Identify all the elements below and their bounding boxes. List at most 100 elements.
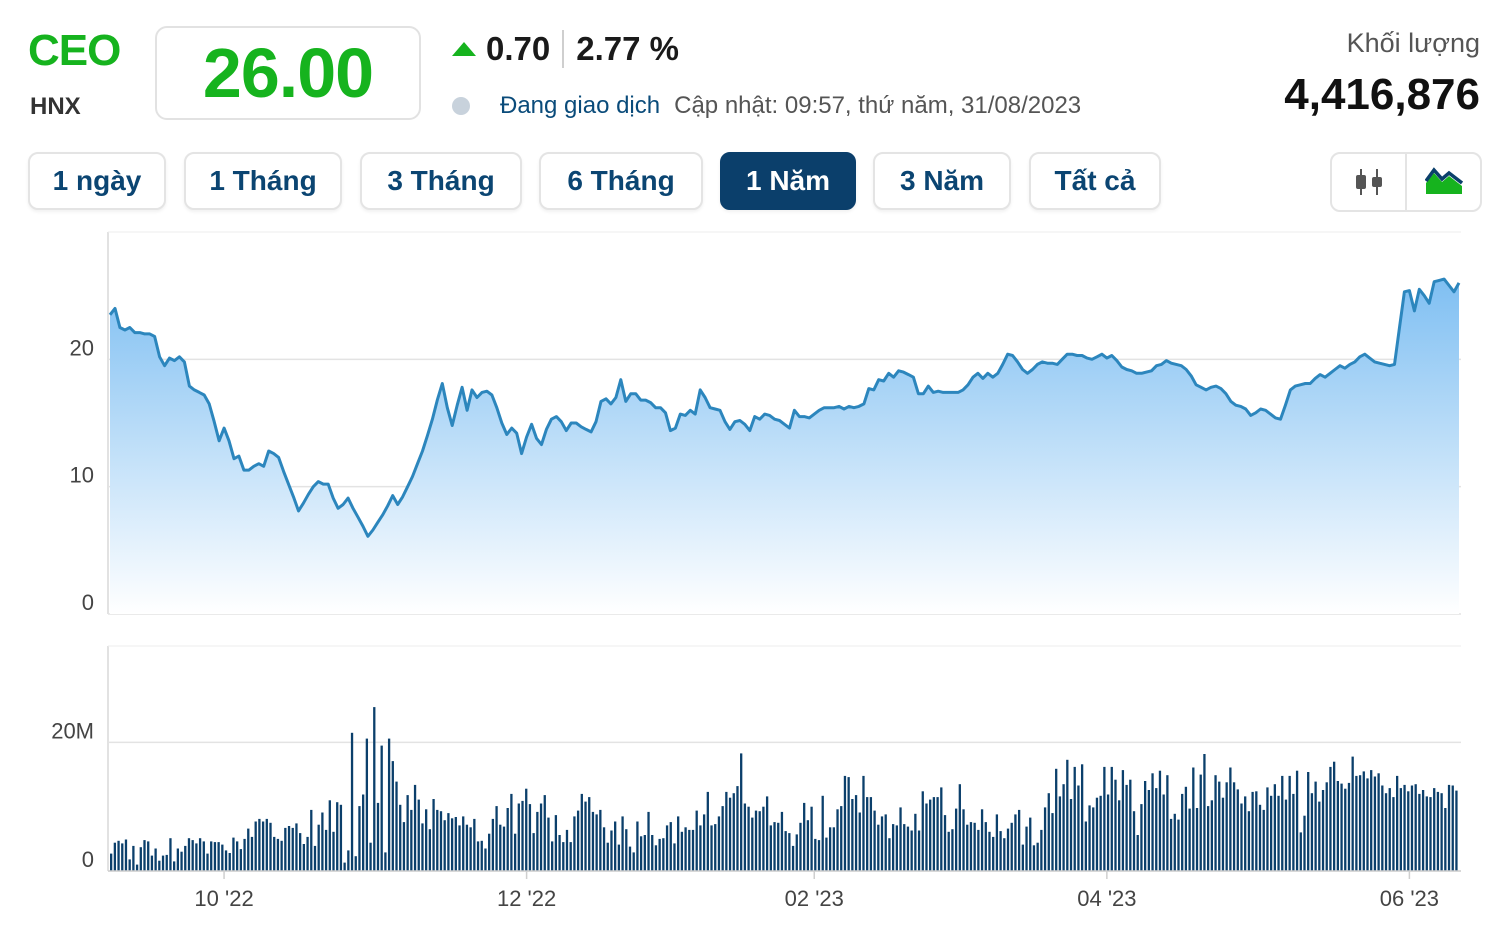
stock-symbol: CEO	[28, 26, 121, 75]
volume-bar	[1199, 774, 1202, 871]
volume-bar	[521, 800, 524, 871]
tab-label: 3 Tháng	[387, 165, 495, 196]
volume-bar	[258, 818, 261, 871]
tab-all[interactable]: Tất cả	[1029, 152, 1161, 210]
volume-bar	[884, 814, 887, 871]
tab-3-months[interactable]: 3 Tháng	[360, 152, 522, 210]
volume-bar	[791, 845, 795, 871]
volume-label: Khối lượng	[1346, 28, 1480, 58]
volume-bar	[1029, 817, 1032, 871]
volume-bar	[1340, 783, 1343, 871]
volume-bar	[143, 840, 146, 871]
candlestick-button[interactable]	[1332, 154, 1405, 210]
volume-bar	[1036, 842, 1039, 871]
volume-bar	[221, 844, 224, 871]
volume-bar	[643, 835, 646, 871]
volume-bar	[599, 809, 602, 871]
volume-bar	[110, 853, 113, 871]
volume-bar	[432, 799, 435, 871]
tab-1-year[interactable]: 1 Năm	[720, 152, 856, 210]
tab-1-month[interactable]: 1 Tháng	[184, 152, 342, 210]
volume-bar	[1155, 788, 1158, 871]
volume-bar	[940, 787, 943, 871]
volume-bar	[699, 825, 702, 871]
volume-bar	[1121, 770, 1125, 871]
volume-bar	[1077, 785, 1080, 871]
tab-3-years[interactable]: 3 Năm	[873, 152, 1011, 210]
volume-bar	[547, 817, 550, 871]
volume-bar	[1451, 785, 1454, 871]
volume-bar	[287, 826, 291, 871]
volume-bar	[669, 822, 672, 871]
volume-bar	[551, 841, 554, 871]
update-time: Cập nhật: 09:57, thứ năm, 31/08/2023	[674, 92, 1082, 119]
volume-bar	[747, 806, 750, 871]
volume-bar	[1403, 784, 1406, 871]
volume-bar	[1307, 772, 1310, 871]
volume-bar	[1377, 773, 1380, 871]
volume-bar	[324, 829, 328, 871]
volume-bar	[688, 829, 691, 871]
volume-bar	[187, 838, 191, 871]
volume-bar	[888, 838, 891, 871]
volume-bar	[706, 791, 709, 871]
volume-bar	[198, 838, 202, 871]
volume-bar	[962, 809, 965, 871]
volume-bar	[1103, 766, 1106, 871]
volume-bar	[903, 824, 906, 871]
volume-bar	[176, 848, 180, 871]
volume-bar	[1344, 788, 1347, 871]
volume-bar	[1332, 761, 1336, 871]
volume-bar	[158, 860, 161, 871]
volume-bar	[691, 829, 695, 871]
volume-bar	[1310, 793, 1314, 871]
volume-bar	[1177, 819, 1180, 871]
volume-bar	[358, 806, 361, 871]
volume-bar	[1288, 775, 1291, 871]
volume-bar	[121, 843, 124, 871]
volume-bar	[1410, 785, 1414, 871]
volume-bar	[1325, 782, 1328, 871]
volume-bar	[1099, 795, 1102, 871]
volume-bar	[1358, 775, 1362, 871]
volume-bar	[917, 830, 921, 871]
area-chart-icon	[1424, 167, 1463, 194]
volume-bar	[580, 793, 583, 871]
volume-bar	[1047, 793, 1050, 871]
volume-bar	[1277, 795, 1280, 871]
volume-bar	[543, 795, 546, 871]
volume-bar	[565, 829, 569, 871]
volume-bar	[647, 811, 650, 871]
volume-bar	[1444, 808, 1447, 871]
volume-bar	[1040, 829, 1043, 871]
volume-bar	[1381, 785, 1384, 871]
volume-bar	[473, 818, 476, 871]
area-chart-button[interactable]	[1405, 154, 1480, 210]
volume-bar	[1210, 800, 1213, 871]
volume-bar	[858, 812, 861, 871]
volume-panel: 0 20M	[51, 645, 1461, 872]
volume-bar	[576, 810, 580, 871]
x-tick-label: 10 '22	[194, 886, 253, 911]
volume-bar	[1314, 781, 1317, 871]
volume-bar	[369, 842, 372, 871]
volume-bar	[784, 831, 787, 871]
volume-bar	[1299, 832, 1302, 871]
volume-bar	[387, 738, 391, 871]
price-area-fill	[110, 279, 1459, 614]
volume-bar	[495, 806, 498, 871]
volume-bar	[1181, 793, 1184, 871]
volume-y-tick-label: 20M	[51, 718, 94, 743]
price-box: 26.00	[155, 26, 421, 120]
tab-6-months[interactable]: 6 Tháng	[539, 152, 703, 210]
volume-bar	[399, 804, 402, 871]
volume-bar	[202, 841, 205, 871]
volume-bar	[447, 813, 450, 871]
volume-bar	[332, 831, 335, 871]
volume-bar	[1447, 784, 1451, 871]
volume-bar	[1003, 838, 1006, 871]
volume-bar	[1092, 807, 1095, 871]
volume-bar	[236, 841, 239, 871]
volume-bar	[1229, 767, 1232, 871]
tab-1-day[interactable]: 1 ngày	[28, 152, 166, 210]
